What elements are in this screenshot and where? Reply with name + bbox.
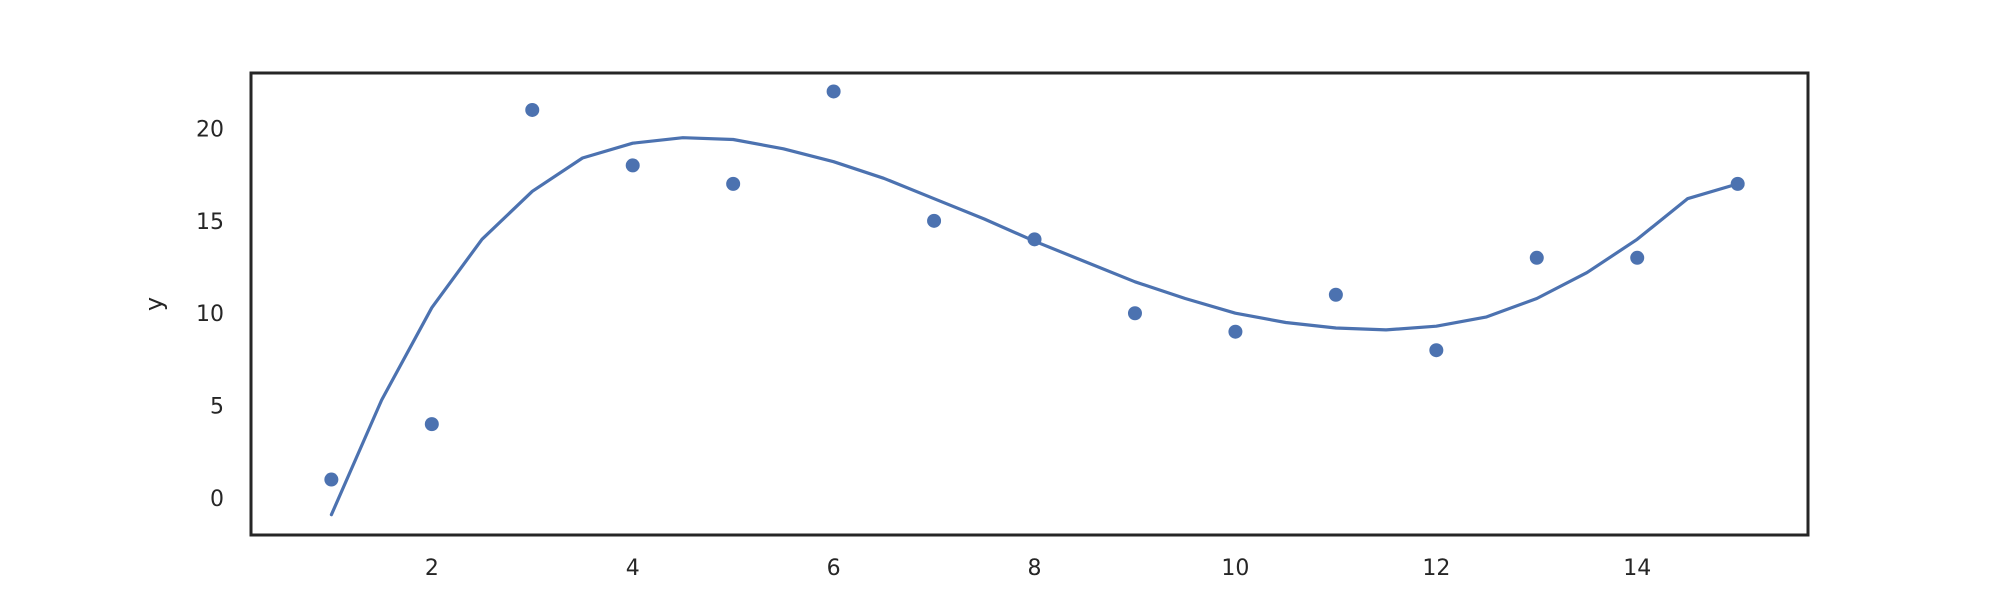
x-tick-label: 4 [626,556,640,581]
data-point [525,102,540,117]
x-tick-label: 2 [425,556,439,581]
data-point [424,417,439,432]
data-point [1429,343,1444,358]
data-point [1228,324,1243,339]
data-point [1730,176,1745,191]
data-point [1127,306,1142,321]
y-tick-label: 10 [196,302,224,327]
x-tick-label: 14 [1623,556,1651,581]
data-point [927,213,942,228]
x-tick-label: 12 [1422,556,1450,581]
y-axis-label: y [140,297,168,311]
plot-marks [324,84,1745,517]
y-tick-label: 0 [210,487,224,512]
y-tick-label: 5 [210,395,224,420]
data-point [1027,232,1042,247]
data-point [324,472,339,487]
fit-curve [329,136,1740,517]
data-point [625,158,640,173]
x-tick-label: 6 [827,556,841,581]
data-point [726,176,741,191]
y-tick-label: 15 [196,210,224,235]
data-point [1529,250,1544,265]
x-tick-label: 10 [1221,556,1249,581]
data-point [1328,287,1343,302]
x-tick-label: 8 [1028,556,1042,581]
axis-ticks: 2 4 6 8 10 12 14 0 5 10 15 20 [196,117,1651,581]
data-point [826,84,841,99]
y-tick-label: 20 [196,117,224,142]
data-point [1630,250,1645,265]
plot-frame [249,71,1810,537]
